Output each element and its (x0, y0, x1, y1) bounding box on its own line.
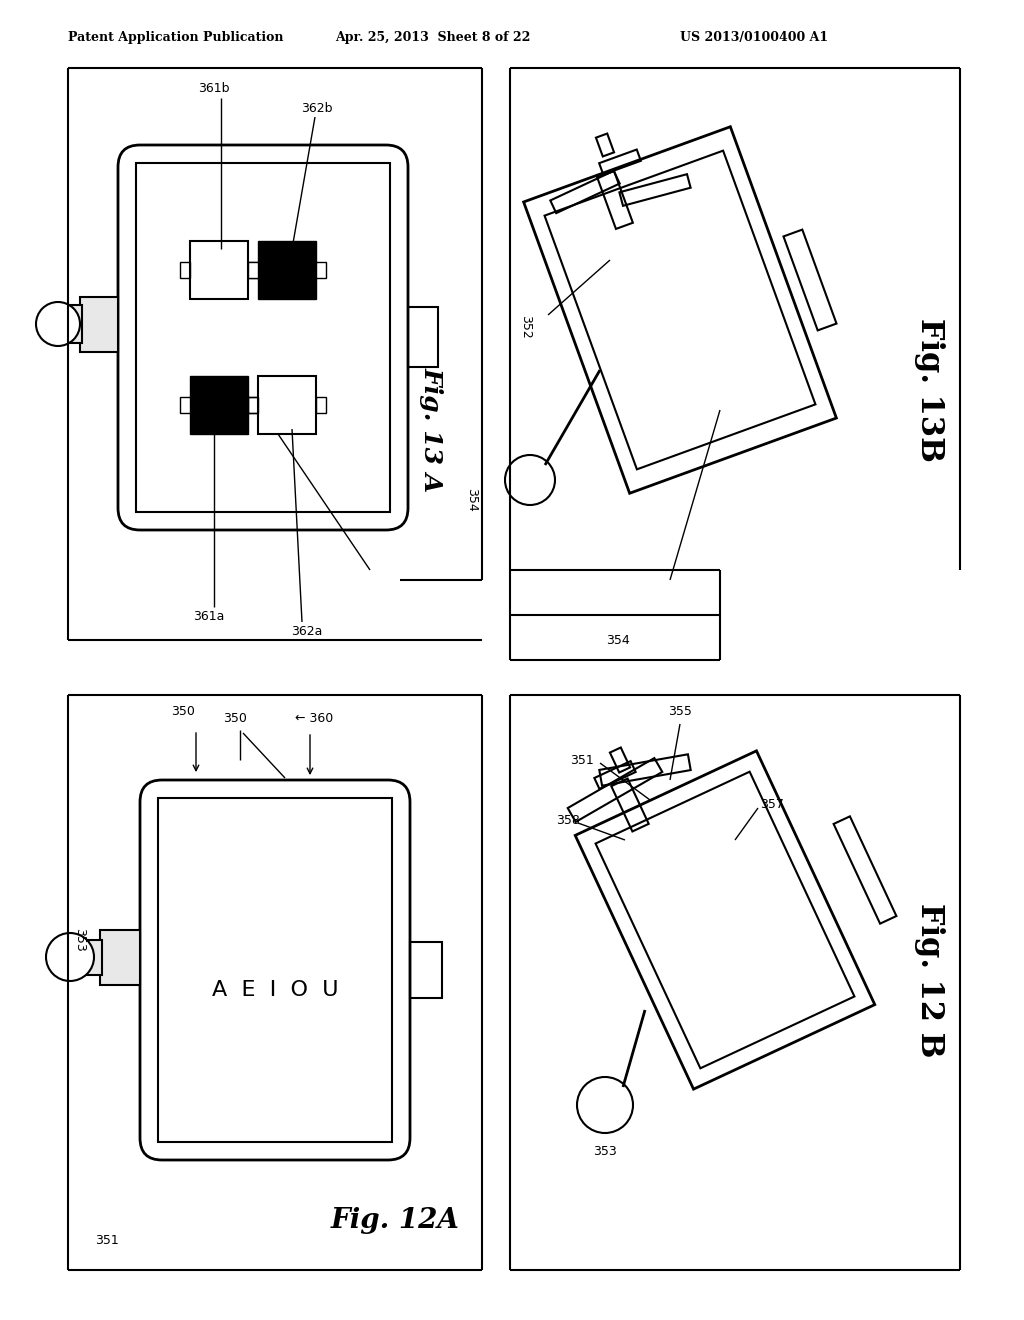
Text: Fig. 13 A: Fig. 13 A (420, 367, 444, 492)
Bar (258, 376, 316, 434)
Text: 358: 358 (556, 813, 580, 826)
Bar (410, 942, 442, 998)
Bar (136, 162, 390, 512)
Bar (248, 261, 258, 279)
Text: 362b: 362b (301, 102, 333, 115)
Bar (100, 931, 140, 985)
Bar (316, 261, 326, 279)
Text: 361a: 361a (194, 610, 224, 623)
Text: 352: 352 (519, 315, 532, 339)
Bar (248, 397, 258, 413)
Text: 362a: 362a (291, 624, 323, 638)
Text: ← 360: ← 360 (295, 711, 333, 725)
Text: 357: 357 (760, 799, 784, 812)
Text: 353: 353 (593, 1144, 616, 1158)
Bar (158, 799, 392, 1142)
Bar (258, 242, 316, 300)
Polygon shape (834, 816, 896, 924)
Text: 351: 351 (95, 1233, 119, 1246)
Bar (258, 242, 316, 300)
Text: 351: 351 (570, 754, 594, 767)
Circle shape (36, 302, 80, 346)
Text: 354: 354 (466, 488, 478, 512)
Bar (180, 261, 190, 279)
Text: Fig. 12A: Fig. 12A (331, 1206, 460, 1233)
Text: 355: 355 (668, 705, 692, 718)
Text: 350: 350 (171, 705, 195, 718)
Circle shape (577, 1077, 633, 1133)
Bar (316, 397, 326, 413)
Bar (190, 376, 248, 434)
Bar (80, 297, 118, 352)
Text: A  E  I  O  U: A E I O U (212, 979, 338, 1001)
Circle shape (46, 933, 94, 981)
Text: 354: 354 (606, 634, 630, 647)
Text: US 2013/0100400 A1: US 2013/0100400 A1 (680, 32, 828, 45)
Bar (248, 261, 258, 279)
Text: 361b: 361b (199, 82, 229, 95)
Bar (248, 397, 258, 413)
Circle shape (505, 455, 555, 506)
Text: 353: 353 (74, 928, 86, 952)
Text: Apr. 25, 2013  Sheet 8 of 22: Apr. 25, 2013 Sheet 8 of 22 (335, 32, 530, 45)
Bar (180, 397, 190, 413)
Text: Fig. 13B: Fig. 13B (914, 318, 945, 462)
Bar (190, 242, 248, 300)
Polygon shape (783, 230, 837, 330)
Text: Patent Application Publication: Patent Application Publication (68, 32, 284, 45)
Bar (190, 376, 248, 434)
Bar (408, 308, 438, 367)
Text: 350: 350 (223, 711, 247, 725)
Bar (66, 305, 82, 343)
Text: Fig. 12 B: Fig. 12 B (914, 903, 945, 1057)
Bar (84, 940, 102, 975)
